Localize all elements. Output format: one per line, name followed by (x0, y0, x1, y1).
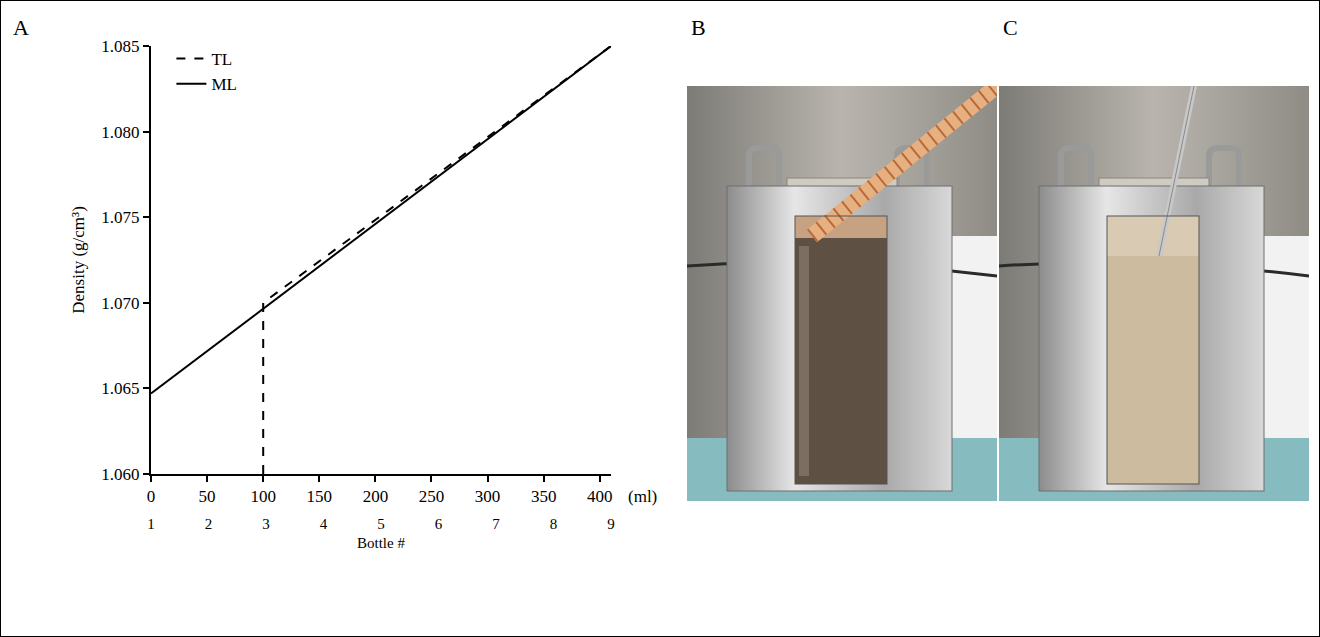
svg-text:TL: TL (211, 50, 232, 69)
svg-text:100: 100 (250, 487, 276, 506)
svg-text:400: 400 (587, 487, 613, 506)
svg-text:ML: ML (211, 75, 237, 94)
svg-text:1.080: 1.080 (101, 123, 139, 142)
svg-text:1: 1 (147, 516, 155, 532)
svg-text:2: 2 (205, 516, 213, 532)
svg-text:50: 50 (199, 487, 216, 506)
svg-text:5: 5 (377, 516, 385, 532)
svg-text:Density (g/cm³): Density (g/cm³) (69, 206, 88, 314)
svg-text:250: 250 (419, 487, 445, 506)
svg-text:7: 7 (492, 516, 500, 532)
svg-text:1.065: 1.065 (101, 379, 139, 398)
svg-text:(ml): (ml) (628, 487, 657, 506)
svg-text:1.085: 1.085 (101, 37, 139, 56)
svg-text:8: 8 (550, 516, 558, 532)
svg-text:4: 4 (320, 516, 328, 532)
svg-text:300: 300 (475, 487, 501, 506)
html-text:B: B (691, 15, 706, 40)
svg-text:9: 9 (607, 516, 615, 532)
svg-text:1.075: 1.075 (101, 208, 139, 227)
html-text:C: C (1003, 15, 1018, 40)
html-text:A: A (13, 15, 29, 40)
svg-text:1.070: 1.070 (101, 294, 139, 313)
svg-text:6: 6 (435, 516, 443, 532)
svg-text:350: 350 (531, 487, 557, 506)
svg-text:3: 3 (262, 516, 270, 532)
svg-text:Bottle #: Bottle # (357, 535, 405, 551)
svg-text:150: 150 (307, 487, 333, 506)
svg-text:200: 200 (363, 487, 389, 506)
svg-text:0: 0 (147, 487, 156, 506)
svg-text:1.060: 1.060 (101, 465, 139, 484)
